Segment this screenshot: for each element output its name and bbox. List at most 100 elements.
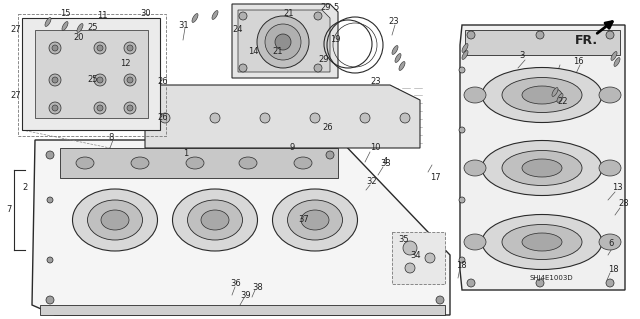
Circle shape bbox=[467, 31, 475, 39]
Text: 13: 13 bbox=[612, 183, 623, 192]
Text: FR.: FR. bbox=[575, 33, 598, 47]
Circle shape bbox=[49, 42, 61, 54]
Ellipse shape bbox=[287, 200, 342, 240]
Text: 32: 32 bbox=[366, 177, 376, 187]
Polygon shape bbox=[460, 25, 625, 290]
Circle shape bbox=[536, 279, 544, 287]
Text: 6: 6 bbox=[608, 240, 613, 249]
Text: 26: 26 bbox=[322, 123, 333, 132]
Ellipse shape bbox=[611, 52, 617, 60]
Text: 9: 9 bbox=[290, 144, 295, 152]
Circle shape bbox=[459, 127, 465, 133]
Circle shape bbox=[94, 74, 106, 86]
Text: 18: 18 bbox=[456, 261, 467, 270]
Circle shape bbox=[360, 113, 370, 123]
Text: 31: 31 bbox=[178, 21, 189, 31]
Circle shape bbox=[160, 113, 170, 123]
Text: 38: 38 bbox=[252, 284, 263, 293]
Text: 24: 24 bbox=[232, 26, 243, 34]
Ellipse shape bbox=[294, 157, 312, 169]
Circle shape bbox=[459, 67, 465, 73]
Ellipse shape bbox=[173, 189, 257, 251]
Circle shape bbox=[310, 113, 320, 123]
Circle shape bbox=[536, 31, 544, 39]
Circle shape bbox=[403, 241, 417, 255]
Text: 27: 27 bbox=[10, 26, 20, 34]
Circle shape bbox=[46, 296, 54, 304]
Text: 26: 26 bbox=[157, 114, 168, 122]
Circle shape bbox=[326, 151, 334, 159]
Ellipse shape bbox=[76, 157, 94, 169]
Circle shape bbox=[52, 45, 58, 51]
Ellipse shape bbox=[482, 214, 602, 270]
Text: 25: 25 bbox=[87, 24, 97, 33]
Circle shape bbox=[210, 113, 220, 123]
Ellipse shape bbox=[599, 160, 621, 176]
Text: 11: 11 bbox=[97, 11, 108, 20]
Circle shape bbox=[459, 257, 465, 263]
Text: 12: 12 bbox=[120, 60, 131, 69]
Text: 25: 25 bbox=[87, 76, 97, 85]
Text: 15: 15 bbox=[60, 10, 70, 19]
Ellipse shape bbox=[239, 157, 257, 169]
Polygon shape bbox=[392, 232, 445, 284]
Ellipse shape bbox=[599, 234, 621, 250]
Circle shape bbox=[314, 64, 322, 72]
Ellipse shape bbox=[392, 46, 398, 55]
Ellipse shape bbox=[464, 160, 486, 176]
Text: 37: 37 bbox=[298, 216, 308, 225]
Circle shape bbox=[124, 74, 136, 86]
Text: 28: 28 bbox=[618, 199, 628, 209]
Ellipse shape bbox=[188, 200, 243, 240]
Ellipse shape bbox=[88, 200, 143, 240]
Circle shape bbox=[97, 77, 103, 83]
Polygon shape bbox=[465, 30, 620, 55]
Circle shape bbox=[124, 102, 136, 114]
Ellipse shape bbox=[482, 68, 602, 122]
Circle shape bbox=[265, 24, 301, 60]
Circle shape bbox=[606, 279, 614, 287]
Circle shape bbox=[314, 12, 322, 20]
Text: 39: 39 bbox=[240, 292, 251, 300]
Ellipse shape bbox=[462, 44, 468, 52]
Circle shape bbox=[47, 257, 53, 263]
Ellipse shape bbox=[72, 189, 157, 251]
Circle shape bbox=[436, 296, 444, 304]
Circle shape bbox=[467, 279, 475, 287]
Circle shape bbox=[257, 16, 309, 68]
Ellipse shape bbox=[301, 210, 329, 230]
Ellipse shape bbox=[395, 54, 401, 63]
Polygon shape bbox=[22, 18, 160, 130]
Text: 16: 16 bbox=[573, 57, 584, 66]
Text: 26: 26 bbox=[157, 78, 168, 86]
Text: SHJ4E1003D: SHJ4E1003D bbox=[530, 275, 573, 281]
Circle shape bbox=[425, 253, 435, 263]
Text: 33: 33 bbox=[380, 160, 391, 168]
Circle shape bbox=[400, 113, 410, 123]
Ellipse shape bbox=[77, 24, 83, 33]
Ellipse shape bbox=[502, 151, 582, 186]
Text: 3: 3 bbox=[519, 51, 524, 61]
Circle shape bbox=[94, 102, 106, 114]
Ellipse shape bbox=[101, 210, 129, 230]
Text: 21: 21 bbox=[272, 48, 282, 56]
Text: 30: 30 bbox=[140, 10, 150, 19]
Text: 2: 2 bbox=[22, 183, 28, 192]
Circle shape bbox=[52, 77, 58, 83]
Ellipse shape bbox=[502, 78, 582, 113]
Text: 27: 27 bbox=[10, 92, 20, 100]
Circle shape bbox=[239, 12, 247, 20]
Text: 29: 29 bbox=[318, 56, 328, 64]
Circle shape bbox=[239, 64, 247, 72]
Ellipse shape bbox=[599, 87, 621, 103]
Text: 18: 18 bbox=[608, 265, 619, 275]
Circle shape bbox=[275, 34, 291, 50]
Ellipse shape bbox=[614, 57, 620, 66]
Ellipse shape bbox=[464, 234, 486, 250]
Ellipse shape bbox=[462, 50, 468, 59]
Text: 8: 8 bbox=[108, 133, 113, 143]
Ellipse shape bbox=[131, 157, 149, 169]
Ellipse shape bbox=[502, 225, 582, 259]
Ellipse shape bbox=[212, 11, 218, 19]
Ellipse shape bbox=[45, 18, 51, 26]
